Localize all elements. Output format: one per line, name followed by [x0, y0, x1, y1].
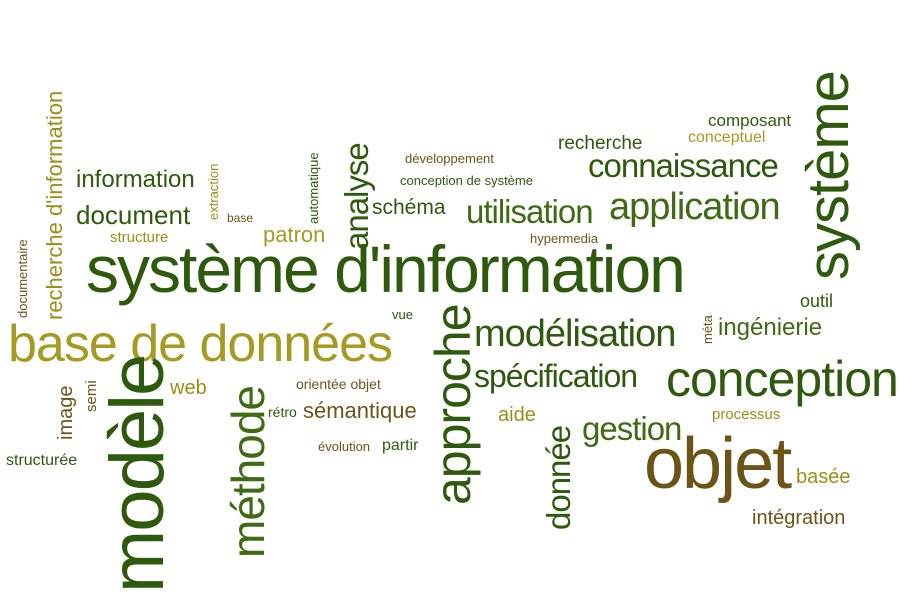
word-methode: méthode — [222, 385, 274, 558]
word-conception-de-systeme: conception de système — [400, 173, 533, 188]
word-patron: patron — [263, 222, 326, 247]
word-semantique: sémantique — [303, 398, 417, 423]
word-base: base — [227, 211, 254, 225]
word-structure: structure — [110, 229, 169, 246]
word-schema: schéma — [372, 196, 446, 219]
word-systeme: système — [796, 71, 861, 280]
word-specification: spécification — [474, 358, 638, 394]
word-processus: processus — [712, 406, 781, 423]
word-structuree: structurée — [6, 452, 78, 469]
word-recherche-information: recherche d'information — [42, 90, 67, 320]
word-modelisation: modélisation — [474, 313, 676, 355]
word-application: application — [609, 186, 781, 228]
word-gestion: gestion — [582, 410, 682, 447]
word-basee: basée — [796, 466, 851, 488]
word-orientee-objet: orientée objet — [296, 376, 381, 392]
word-ingenierie: ingénierie — [718, 314, 823, 341]
word-documentaire: documentaire — [15, 239, 30, 318]
word-hypermedia: hypermedia — [530, 231, 598, 246]
word-partir: partir — [382, 437, 419, 454]
word-aide: aide — [498, 404, 536, 426]
word-image: image — [55, 385, 77, 440]
word-meta: méta — [700, 315, 715, 344]
word-modele: modèle — [95, 355, 180, 593]
word-integration: intégration — [752, 507, 846, 529]
word-vue: vue — [392, 307, 413, 322]
word-donnee: donnée — [540, 425, 577, 530]
word-document: document — [76, 200, 191, 230]
word-systeme-information: système d'information — [86, 232, 686, 306]
word-outil: outil — [800, 291, 834, 311]
word-composant: composant — [708, 111, 792, 130]
word-connaissance: connaissance — [588, 147, 779, 184]
word-retro: rétro — [268, 404, 297, 420]
word-analyse: analyse — [338, 143, 375, 250]
word-conceptuel: conceptuel — [688, 129, 766, 146]
word-information: information — [76, 166, 195, 193]
word-semi: semi — [83, 380, 100, 412]
word-objet: objet — [644, 424, 792, 504]
word-conception: conception — [666, 351, 899, 407]
word-automatique: automatique — [306, 152, 321, 224]
word-web: web — [170, 377, 207, 399]
word-base-de-donnees: base de données — [8, 315, 393, 373]
word-recherche: recherche — [558, 133, 643, 154]
word-evolution: évolution — [318, 439, 371, 454]
word-developpement: développement — [405, 151, 494, 166]
word-approche: approche — [425, 304, 481, 506]
word-extraction: extraction — [206, 163, 221, 220]
word-utilisation: utilisation — [466, 193, 594, 230]
